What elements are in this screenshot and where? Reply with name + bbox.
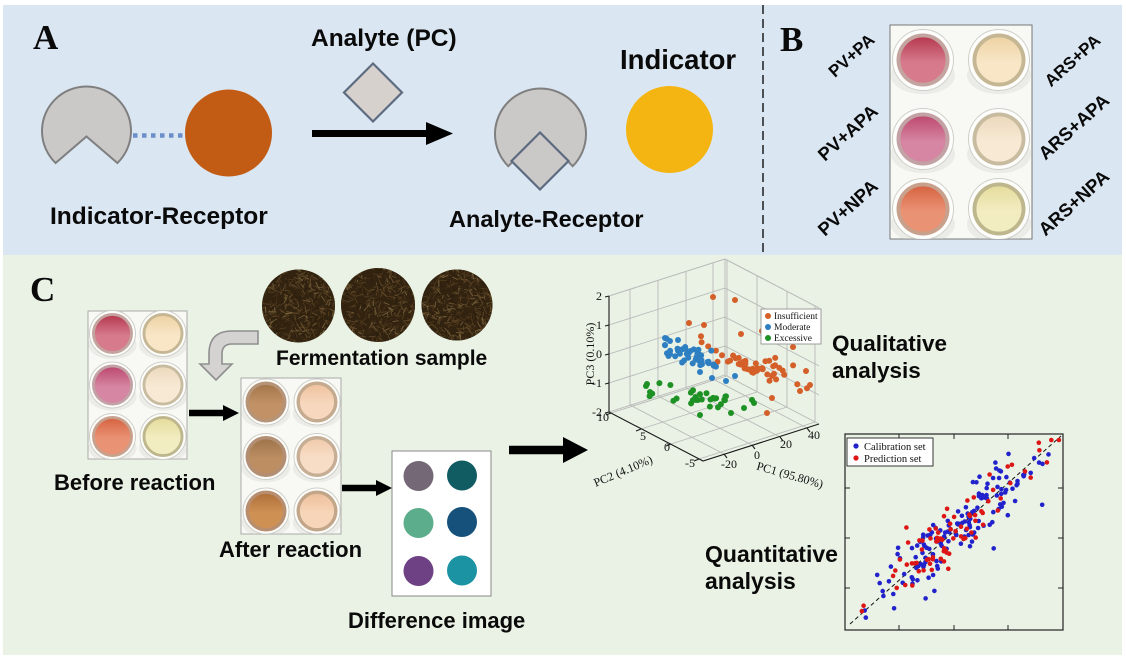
svg-text:PC3 (0.10%): PC3 (0.10%) xyxy=(583,323,597,386)
svg-text:Excessive: Excessive xyxy=(774,334,812,344)
svg-text:0: 0 xyxy=(596,347,602,361)
svg-text:10: 10 xyxy=(597,410,609,424)
svg-text:2: 2 xyxy=(596,289,602,303)
svg-text:0: 0 xyxy=(664,440,670,454)
svg-text:-5: -5 xyxy=(685,456,695,470)
svg-text:-20: -20 xyxy=(721,457,737,471)
svg-text:40: 40 xyxy=(808,428,820,442)
svg-text:PC1 (95.80%): PC1 (95.80%) xyxy=(755,459,825,491)
svg-text:Prediction set: Prediction set xyxy=(864,454,922,465)
svg-text:5: 5 xyxy=(640,429,646,443)
svg-text:PC2 (4.10%): PC2 (4.10%) xyxy=(591,452,654,489)
svg-text:1: 1 xyxy=(596,318,602,332)
svg-text:Moderate: Moderate xyxy=(774,323,810,333)
svg-text:-2: -2 xyxy=(592,405,602,419)
svg-text:20: 20 xyxy=(780,437,792,451)
svg-text:Calibration set: Calibration set xyxy=(864,442,926,453)
svg-text:-1: -1 xyxy=(592,376,602,390)
svg-text:0: 0 xyxy=(754,448,760,462)
svg-text:Insufficient: Insufficient xyxy=(774,311,818,322)
